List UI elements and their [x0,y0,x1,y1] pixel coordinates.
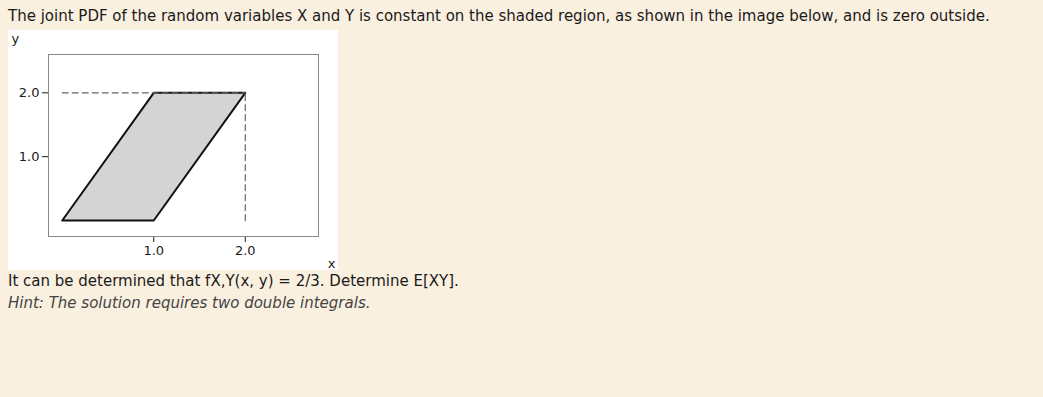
html-text:It can be determined that fX,Y: It can be determined that fX,Y(x, y) = 2… [8,272,459,290]
svg-text:x: x [328,256,336,271]
html-text:The joint PDF of the random va: The joint PDF of the random variables X … [8,7,990,25]
svg-text:1.0: 1.0 [143,243,164,258]
svg-text:2.0: 2.0 [19,85,40,100]
svg-text:1.0: 1.0 [19,149,40,164]
svg-text:y: y [12,31,20,46]
svg-text:2.0: 2.0 [235,243,256,258]
html-text:Hint: The solution requires tw: Hint: The solution requires two double i… [8,294,371,312]
